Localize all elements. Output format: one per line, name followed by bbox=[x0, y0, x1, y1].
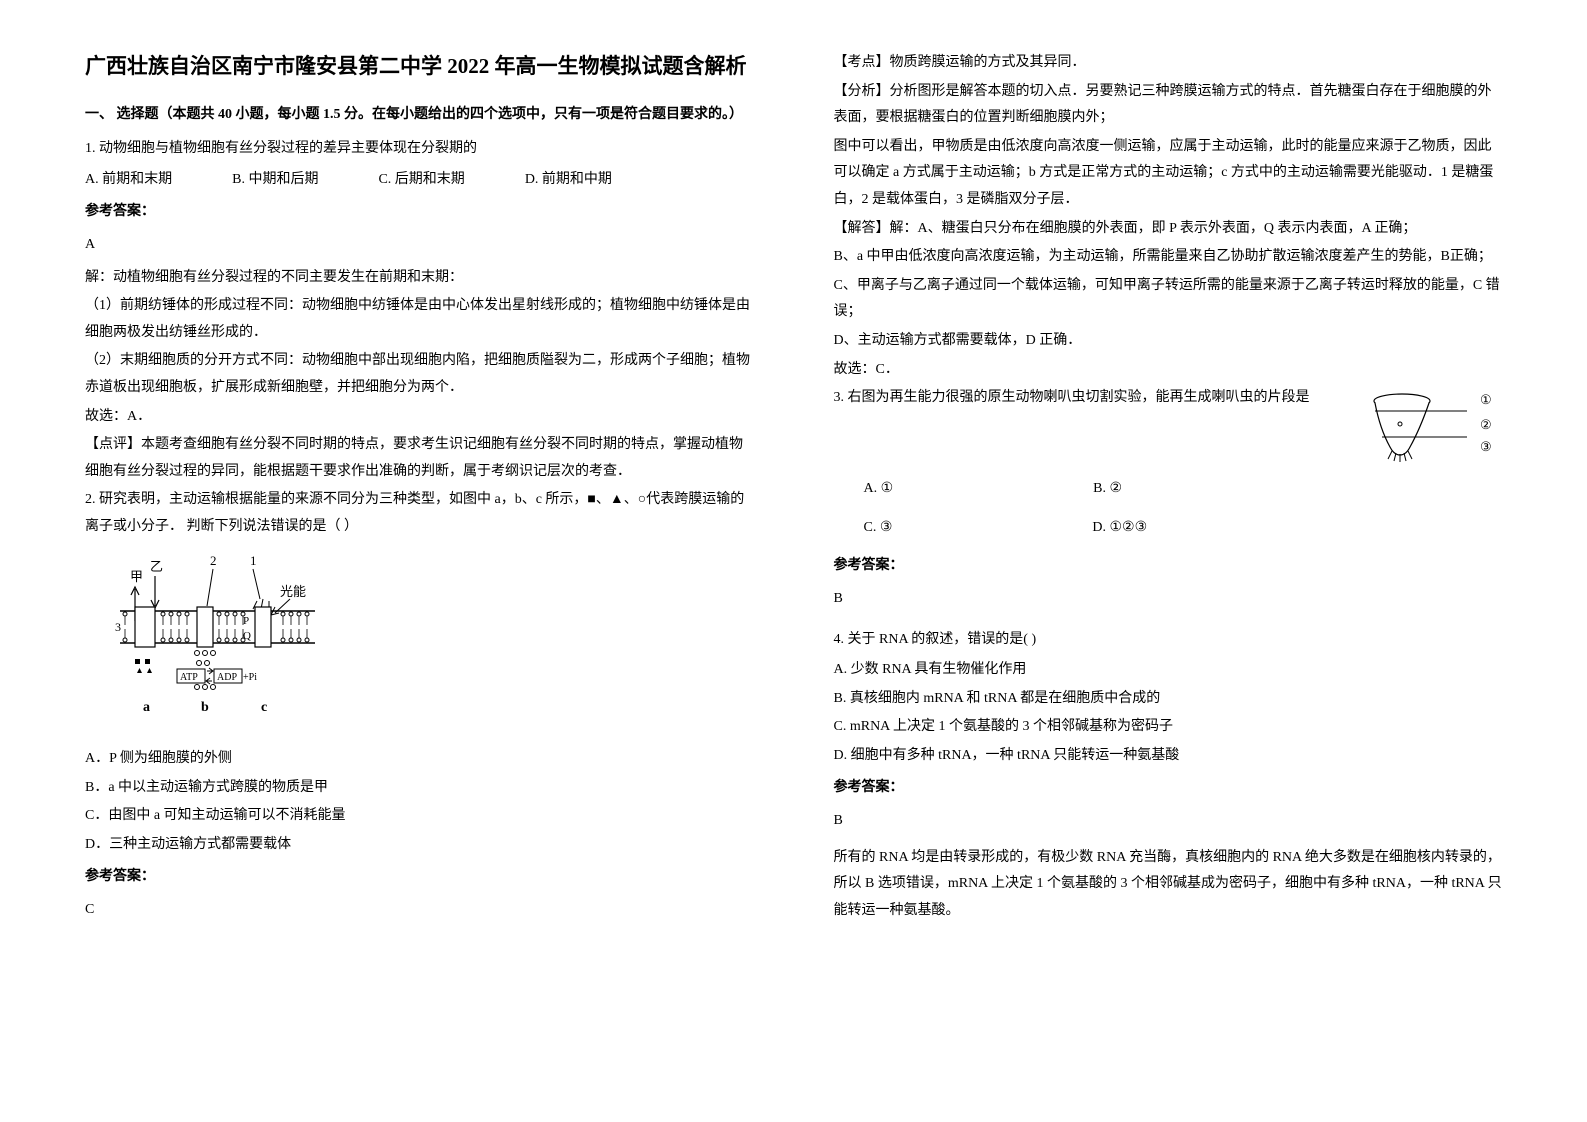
q4-answer-label: 参考答案： bbox=[834, 775, 1503, 802]
section-header: 一、 选择题（本题共 40 小题，每小题 1.5 分。在每小题给出的四个选项中，… bbox=[85, 102, 754, 129]
q2-answer: C bbox=[85, 897, 754, 924]
membrane-transport-diagram: 甲 乙 2 1 光能 bbox=[115, 551, 325, 726]
q4-option-b: B. 真核细胞内 mRNA 和 tRNA 都是在细胞质中合成的 bbox=[834, 686, 1503, 713]
q2-exp2: 【分析】分析图形是解答本题的切入点．另要熟记三种跨膜运输方式的特点．首先糖蛋白存… bbox=[834, 79, 1503, 132]
q1-exp1: 解：动植物细胞有丝分裂过程的不同主要发生在前期和末期： bbox=[85, 265, 754, 292]
q2-exp4: 【解答】解：A、糖蛋白只分布在细胞膜的外表面，即 P 表示外表面，Q 表示内表面… bbox=[834, 216, 1503, 243]
label-n2: 2 bbox=[210, 553, 217, 568]
q4-exp1: 所有的 RNA 均是由转录形成的，有极少数 RNA 充当酶，真核细胞内的 RNA… bbox=[834, 845, 1503, 925]
question-3-wrapper: 3. 右图为再生能力很强的原生动物喇叭虫切割实验，能再生成喇叭虫的片段是 ① ②… bbox=[834, 385, 1503, 464]
stentor-diagram: ① ② ③ bbox=[1372, 389, 1502, 464]
question-2-text: 2. 研究表明，主动运输根据能量的来源不同分为三种类型，如图中 a，b、c 所示… bbox=[85, 487, 754, 540]
q3-label-2: ② bbox=[1480, 417, 1492, 432]
q4-answer: B bbox=[834, 808, 1503, 835]
q3-option-a: A. ① bbox=[864, 476, 894, 503]
label-n3: 3 bbox=[115, 620, 121, 634]
q2-diagram: 甲 乙 2 1 光能 bbox=[115, 551, 754, 737]
q3-options-row1: A. ① B. ② bbox=[834, 476, 1503, 503]
label-ADP: ADP bbox=[217, 672, 237, 683]
question-4-text: 4. 关于 RNA 的叙述，错误的是( ) bbox=[834, 627, 1503, 654]
q3-answer-label: 参考答案： bbox=[834, 553, 1503, 580]
label-a: a bbox=[143, 700, 150, 715]
q2-exp5: B、a 中甲由低浓度向高浓度运输，为主动运输，所需能量来自乙协助扩散运输浓度差产… bbox=[834, 244, 1503, 271]
q3-option-d: D. ①②③ bbox=[1092, 515, 1147, 542]
q1-exp5: 【点评】本题考查细胞有丝分裂不同时期的特点，要求考生识记细胞有丝分裂不同时期的特… bbox=[85, 432, 754, 485]
label-yi: 乙 bbox=[150, 559, 163, 574]
label-ATP: ATP bbox=[180, 672, 198, 683]
q4-option-d: D. 细胞中有多种 tRNA，一种 tRNA 只能转运一种氨基酸 bbox=[834, 743, 1503, 770]
q1-option-d: D. 前期和中期 bbox=[525, 167, 612, 194]
label-P: P bbox=[243, 615, 249, 627]
q1-exp3: （2）末期细胞质的分开方式不同：动物细胞中部出现细胞内陷，把细胞质隘裂为二，形成… bbox=[85, 348, 754, 401]
q4-option-c: C. mRNA 上决定 1 个氨基酸的 3 个相邻碱基称为密码子 bbox=[834, 714, 1503, 741]
q3-label-1: ① bbox=[1480, 392, 1492, 407]
q1-exp2: （1）前期纺锤体的形成过程不同：动物细胞中纺锤体是由中心体发出星射线形成的；植物… bbox=[85, 293, 754, 346]
question-1-text: 1. 动物细胞与植物细胞有丝分裂过程的差异主要体现在分裂期的 bbox=[85, 136, 754, 163]
label-n1: 1 bbox=[250, 553, 257, 568]
q1-answer-label: 参考答案： bbox=[85, 199, 754, 226]
q1-option-b: B. 中期和后期 bbox=[232, 167, 318, 194]
label-guangneng: 光能 bbox=[280, 584, 306, 599]
q2-option-b: B．a 中以主动运输方式跨膜的物质是甲 bbox=[85, 775, 754, 802]
question-1-options: A. 前期和末期 B. 中期和后期 C. 后期和末期 D. 前期和中期 bbox=[85, 167, 754, 194]
q3-answer: B bbox=[834, 586, 1503, 613]
q1-answer: A bbox=[85, 232, 754, 259]
q1-option-a: A. 前期和末期 bbox=[85, 167, 172, 194]
label-c: c bbox=[261, 700, 267, 715]
q2-option-c: C．由图中 a 可知主动运输可以不消耗能量 bbox=[85, 803, 754, 830]
q2-exp7: D、主动运输方式都需要载体，D 正确． bbox=[834, 328, 1503, 355]
q2-option-d: D．三种主动运输方式都需要载体 bbox=[85, 832, 754, 859]
q1-exp4: 故选：A． bbox=[85, 404, 754, 431]
q2-exp1: 【考点】物质跨膜运输的方式及其异同． bbox=[834, 50, 1503, 77]
q1-option-c: C. 后期和末期 bbox=[378, 167, 464, 194]
label-Pi: +Pi bbox=[243, 672, 257, 683]
q2-exp6: C、甲离子与乙离子通过同一个载体运输，可知甲离子转运所需的能量来源于乙离子转运时… bbox=[834, 273, 1503, 326]
question-3-text: 3. 右图为再生能力很强的原生动物喇叭虫切割实验，能再生成喇叭虫的片段是 bbox=[834, 385, 1358, 412]
left-column: 广西壮族自治区南宁市隆安县第二中学 2022 年高一生物模拟试题含解析 一、 选… bbox=[60, 50, 794, 1072]
document-title: 广西壮族自治区南宁市隆安县第二中学 2022 年高一生物模拟试题含解析 bbox=[85, 50, 754, 84]
q3-options-row2: C. ③ D. ①②③ bbox=[834, 515, 1503, 542]
q4-option-a: A. 少数 RNA 具有生物催化作用 bbox=[834, 657, 1503, 684]
q3-option-c: C. ③ bbox=[864, 515, 893, 542]
q3-option-b: B. ② bbox=[1093, 476, 1122, 503]
right-column: 【考点】物质跨膜运输的方式及其异同． 【分析】分析图形是解答本题的切入点．另要熟… bbox=[794, 50, 1528, 1072]
label-jia: 甲 bbox=[130, 569, 143, 584]
label-Q: Q bbox=[243, 630, 251, 642]
q2-answer-label: 参考答案： bbox=[85, 864, 754, 891]
q2-exp8: 故选：C． bbox=[834, 357, 1503, 384]
label-b: b bbox=[201, 700, 209, 715]
q3-label-3: ③ bbox=[1480, 439, 1492, 454]
q2-exp3: 图中可以看出，甲物质是由低浓度向高浓度一侧运输，应属于主动运输，此时的能量应来源… bbox=[834, 134, 1503, 214]
q2-option-a: A．P 侧为细胞膜的外侧 bbox=[85, 746, 754, 773]
